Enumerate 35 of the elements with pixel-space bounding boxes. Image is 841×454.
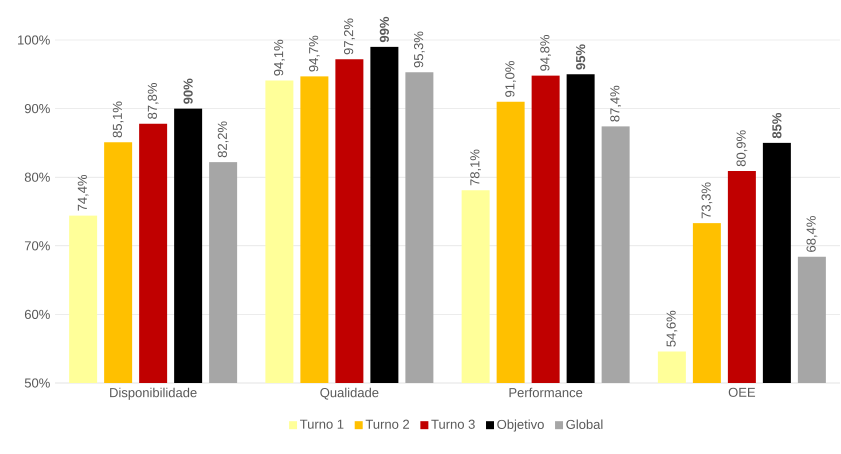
legend-label: Turno 1 (300, 420, 344, 429)
x-tick-label: Performance (509, 388, 582, 398)
y-tick-label: 100% (18, 35, 50, 45)
data-label: 68,4% (806, 216, 818, 252)
data-label: 91,0% (505, 61, 516, 97)
data-label: 95,3% (414, 32, 425, 68)
y-tick-label: 90% (24, 104, 50, 114)
y-tick-label: 60% (24, 310, 50, 319)
x-tick-label: OEE (728, 388, 756, 397)
y-tick-label: 70% (24, 241, 50, 250)
data-label: 87,4% (610, 86, 622, 122)
legend-label: Objetivo (497, 419, 544, 432)
data-label: 85,1% (112, 102, 124, 138)
x-tick-label: Disponibilidade (110, 388, 197, 400)
data-label: 82,2% (218, 121, 229, 158)
data-label: 78,1% (470, 150, 482, 186)
data-label: 73,3% (702, 182, 712, 218)
data-label: 97,2% (344, 18, 355, 54)
x-tick-label: Qualidade (320, 388, 378, 400)
y-tick-label: 50% (24, 378, 50, 388)
data-label: 95% (576, 44, 586, 70)
data-label: 85% (772, 112, 782, 138)
legend-label: Turno 3 (431, 420, 475, 429)
data-label: 74,4% (78, 174, 88, 211)
data-label: 87,8% (148, 83, 159, 119)
legend-label: Global (566, 419, 602, 430)
data-label: 80,9% (736, 130, 748, 166)
legend-label: Turno 2 (366, 420, 410, 429)
data-label: 99% (380, 16, 389, 42)
data-label: 94,8% (540, 35, 552, 71)
y-tick-label: 80% (24, 172, 50, 182)
data-label: 94,7% (309, 36, 320, 72)
data-label: 90% (184, 78, 193, 104)
data-label: 54,6% (666, 310, 678, 347)
data-label: 94,1% (274, 40, 285, 76)
